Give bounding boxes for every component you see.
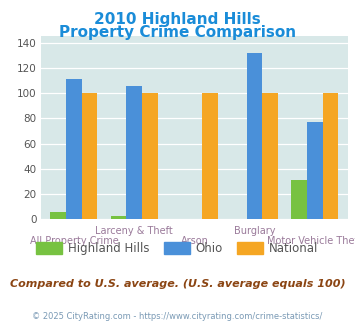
Bar (66, 79, 82, 219)
Bar (202, 93, 218, 219)
Text: Arson: Arson (180, 236, 208, 246)
Text: Compared to U.S. average. (U.S. average equals 100): Compared to U.S. average. (U.S. average … (10, 279, 345, 289)
Bar (111, 216, 126, 219)
Legend: Highland Hills, Ohio, National: Highland Hills, Ohio, National (32, 237, 323, 260)
Bar (323, 93, 338, 219)
Bar (307, 122, 323, 219)
Text: Property Crime Comparison: Property Crime Comparison (59, 25, 296, 40)
Text: © 2025 CityRating.com - https://www.cityrating.com/crime-statistics/: © 2025 CityRating.com - https://www.city… (32, 312, 323, 321)
Bar (262, 93, 278, 219)
Bar (50, 212, 66, 219)
Text: 2010 Highland Hills: 2010 Highland Hills (94, 12, 261, 26)
Text: All Property Crime: All Property Crime (29, 236, 118, 246)
Text: Larceny & Theft: Larceny & Theft (95, 226, 173, 236)
Bar (142, 93, 158, 219)
Bar (291, 180, 307, 219)
Bar (126, 85, 142, 219)
Bar (247, 53, 262, 219)
Bar (82, 93, 97, 219)
Text: Burglary: Burglary (234, 226, 275, 236)
Text: Motor Vehicle Theft: Motor Vehicle Theft (267, 236, 355, 246)
